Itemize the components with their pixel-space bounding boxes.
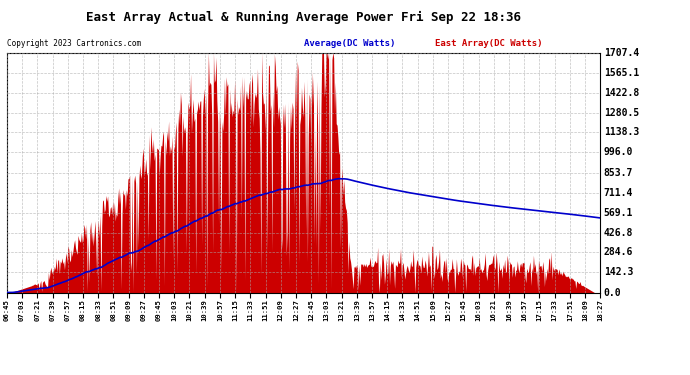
Text: East Array Actual & Running Average Power Fri Sep 22 18:36: East Array Actual & Running Average Powe…: [86, 11, 521, 24]
Text: 1422.8: 1422.8: [604, 87, 639, 98]
Text: 1707.4: 1707.4: [604, 48, 639, 57]
Text: 142.3: 142.3: [604, 267, 633, 278]
Text: 1565.1: 1565.1: [604, 68, 639, 78]
Text: 0.0: 0.0: [604, 288, 622, 297]
Text: Copyright 2023 Cartronics.com: Copyright 2023 Cartronics.com: [7, 39, 141, 48]
Text: 711.4: 711.4: [604, 188, 633, 198]
Text: East Array(DC Watts): East Array(DC Watts): [435, 39, 542, 48]
Text: 284.6: 284.6: [604, 248, 633, 258]
Text: 426.8: 426.8: [604, 228, 633, 237]
Text: 1280.5: 1280.5: [604, 108, 639, 117]
Text: 1138.3: 1138.3: [604, 128, 639, 138]
Text: 853.7: 853.7: [604, 168, 633, 177]
Text: 996.0: 996.0: [604, 147, 633, 158]
Text: 569.1: 569.1: [604, 207, 633, 218]
Text: Average(DC Watts): Average(DC Watts): [304, 39, 395, 48]
